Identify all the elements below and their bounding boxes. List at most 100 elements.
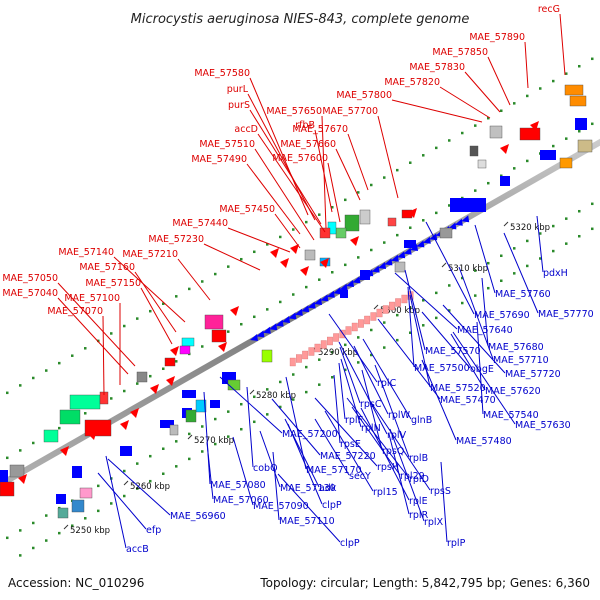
reverse-gene-label[interactable]: MAE_57470 — [440, 395, 496, 406]
reverse-gene-label[interactable]: rplW — [388, 410, 411, 421]
forward-gene-label[interactable]: MAE_57210 — [122, 249, 178, 260]
reverse-gene-label[interactable]: clpP — [340, 538, 360, 549]
forward-gene-label[interactable]: MAE_57230 — [148, 234, 204, 245]
reverse-gene-label[interactable]: MAE_57110 — [279, 516, 335, 527]
reverse-gene-label[interactable]: MAE_57540 — [483, 410, 539, 421]
reverse-gene-label[interactable]: obgE — [470, 364, 494, 375]
reverse-gene-label[interactable]: rpl15 — [373, 487, 398, 498]
reverse-gene-label[interactable]: rplX — [424, 517, 444, 528]
guide-dot — [214, 272, 217, 276]
reverse-gene-label[interactable]: MAE_57500 — [414, 363, 470, 374]
forward-gene-label[interactable]: MAE_57490 — [191, 154, 247, 165]
forward-gene-label[interactable]: MAE_57850 — [432, 47, 488, 58]
forward-gene-label[interactable]: MAE_57040 — [2, 288, 58, 299]
reverse-gene-label[interactable]: MAE_57130 — [280, 483, 336, 494]
reverse-gene-label[interactable]: rplC — [377, 378, 397, 389]
guide-dot — [409, 226, 412, 229]
forward-gene-label[interactable]: MAE_57160 — [79, 262, 135, 273]
reverse-gene-label[interactable]: MAE_57640 — [457, 325, 513, 336]
reverse-gene-label[interactable]: MAE_57080 — [210, 480, 266, 491]
forward-gene-label[interactable]: MAE_57440 — [172, 218, 228, 229]
reverse-gene-label[interactable]: rplP — [447, 538, 466, 549]
reverse-leader-line — [107, 458, 171, 516]
reverse-gene-label[interactable]: rpsH — [377, 462, 399, 473]
reverse-gene-arrow — [307, 301, 316, 309]
forward-gene-arrow — [60, 446, 69, 456]
forward-gene-label[interactable]: purL — [227, 84, 249, 95]
reverse-gene-label[interactable]: clpP — [322, 500, 342, 511]
forward-gene-label[interactable]: purS — [228, 100, 250, 111]
reverse-gene-label[interactable]: rpsS — [430, 486, 451, 497]
reverse-gene-label[interactable]: cobQ — [253, 463, 278, 474]
reverse-gene-label[interactable]: MAE_57090 — [253, 501, 309, 512]
reverse-gene-label[interactable]: MAE_57170 — [306, 465, 362, 476]
guide-dot — [578, 209, 581, 213]
reverse-gene-label[interactable]: rplN — [361, 423, 381, 434]
reverse-gene-label[interactable]: rpsE — [340, 439, 361, 450]
forward-gene-label[interactable]: MAE_57600 — [272, 153, 328, 164]
forward-gene-label[interactable]: MAE_57650 — [266, 106, 322, 117]
tick-label: 5260 kbp — [130, 482, 170, 492]
forward-gene-label[interactable]: rfbB — [295, 120, 315, 131]
forward-gene-label[interactable]: recG — [538, 4, 560, 15]
forward-gene-label[interactable]: MAE_57070 — [47, 306, 103, 317]
guide-dot — [110, 502, 113, 505]
forward-gene-label[interactable]: MAE_57450 — [219, 204, 275, 215]
forward-gene-label[interactable]: MAE_57100 — [64, 293, 120, 304]
reverse-gene-label[interactable]: MAE_57710 — [493, 355, 549, 366]
reverse-gene-label[interactable]: pdxH — [543, 268, 568, 279]
reverse-gene-label[interactable]: MAE_57570 — [425, 346, 481, 357]
reverse-gene-label[interactable]: rpsQ — [382, 446, 404, 457]
reverse-gene-label[interactable]: MAE_57060 — [213, 495, 269, 506]
guide-dot — [71, 524, 74, 527]
reverse-gene-label[interactable]: MAE_56960 — [170, 511, 226, 522]
forward-gene-label[interactable]: MAE_57890 — [469, 32, 525, 43]
reverse-gene-label[interactable]: rpsC — [360, 399, 382, 410]
reverse-gene-label[interactable]: MAE_57480 — [456, 436, 512, 447]
reverse-gene-label[interactable]: rplE — [409, 496, 428, 507]
forward-gene-label[interactable]: MAE_57580 — [194, 68, 250, 79]
guide-dot — [123, 324, 126, 328]
reverse-gene-label[interactable]: rplR — [409, 510, 429, 521]
guide-dot — [331, 206, 334, 209]
forward-gene-label[interactable]: MAE_57660 — [280, 139, 336, 150]
forward-gene-label[interactable]: MAE_57820 — [384, 77, 440, 88]
reverse-leader-line — [328, 313, 378, 383]
reverse-gene-label[interactable]: rpl29 — [400, 471, 425, 482]
reverse-gene-label[interactable]: MAE_57680 — [488, 342, 544, 353]
reverse-gene-label[interactable]: MAE_57220 — [320, 451, 376, 462]
reverse-gene-label[interactable]: MAE_57770 — [538, 309, 594, 320]
reverse-gene-label[interactable]: glnB — [411, 415, 432, 426]
reverse-gene-label[interactable]: efp — [146, 525, 161, 536]
reverse-gene-label[interactable]: rplV — [387, 430, 407, 441]
forward-gene-label[interactable]: MAE_57140 — [58, 247, 114, 258]
reverse-leader-line — [361, 369, 383, 451]
forward-gene-label[interactable]: MAE_57700 — [322, 106, 378, 117]
forward-gene-label[interactable]: MAE_57150 — [85, 278, 141, 289]
reverse-gene-label[interactable]: rplF — [345, 415, 363, 426]
forward-gene-label[interactable]: MAE_57670 — [292, 124, 348, 135]
reverse-gene-label[interactable]: MAE_57690 — [474, 310, 530, 321]
forward-gene-label[interactable]: MAE_57800 — [336, 90, 392, 101]
reverse-gene-label[interactable]: rplB — [409, 453, 428, 464]
reverse-gene-label[interactable]: rplD — [409, 474, 429, 485]
forward-gene-label[interactable]: accD — [234, 124, 258, 135]
gene-block — [182, 390, 196, 398]
reverse-gene-label[interactable]: secY — [349, 471, 371, 482]
forward-gene-label[interactable]: MAE_57050 — [2, 273, 58, 284]
reverse-gene-label[interactable]: adk — [319, 483, 337, 494]
forward-gene-arrow — [150, 384, 159, 394]
reverse-gene-label[interactable]: accB — [126, 544, 149, 555]
reverse-gene-label[interactable]: MAE_57630 — [515, 420, 571, 431]
genome-summary-text: Topology: circular; Length: 5,842,795 bp… — [260, 576, 590, 590]
reverse-gene-label[interactable]: MAE_57520 — [430, 383, 486, 394]
reverse-gene-label[interactable]: MAE_57620 — [485, 386, 541, 397]
forward-gene-label[interactable]: MAE_57510 — [199, 139, 255, 150]
guide-dot — [19, 554, 22, 557]
reverse-gene-label[interactable]: MAE_57720 — [505, 369, 561, 380]
reverse-leader-line — [351, 406, 401, 476]
reverse-gene-label[interactable]: MAE_57760 — [495, 289, 551, 300]
forward-gene-label[interactable]: MAE_57830 — [409, 62, 465, 73]
reverse-gene-label[interactable]: MAE_57200 — [282, 429, 338, 440]
guide-dot — [409, 161, 412, 164]
